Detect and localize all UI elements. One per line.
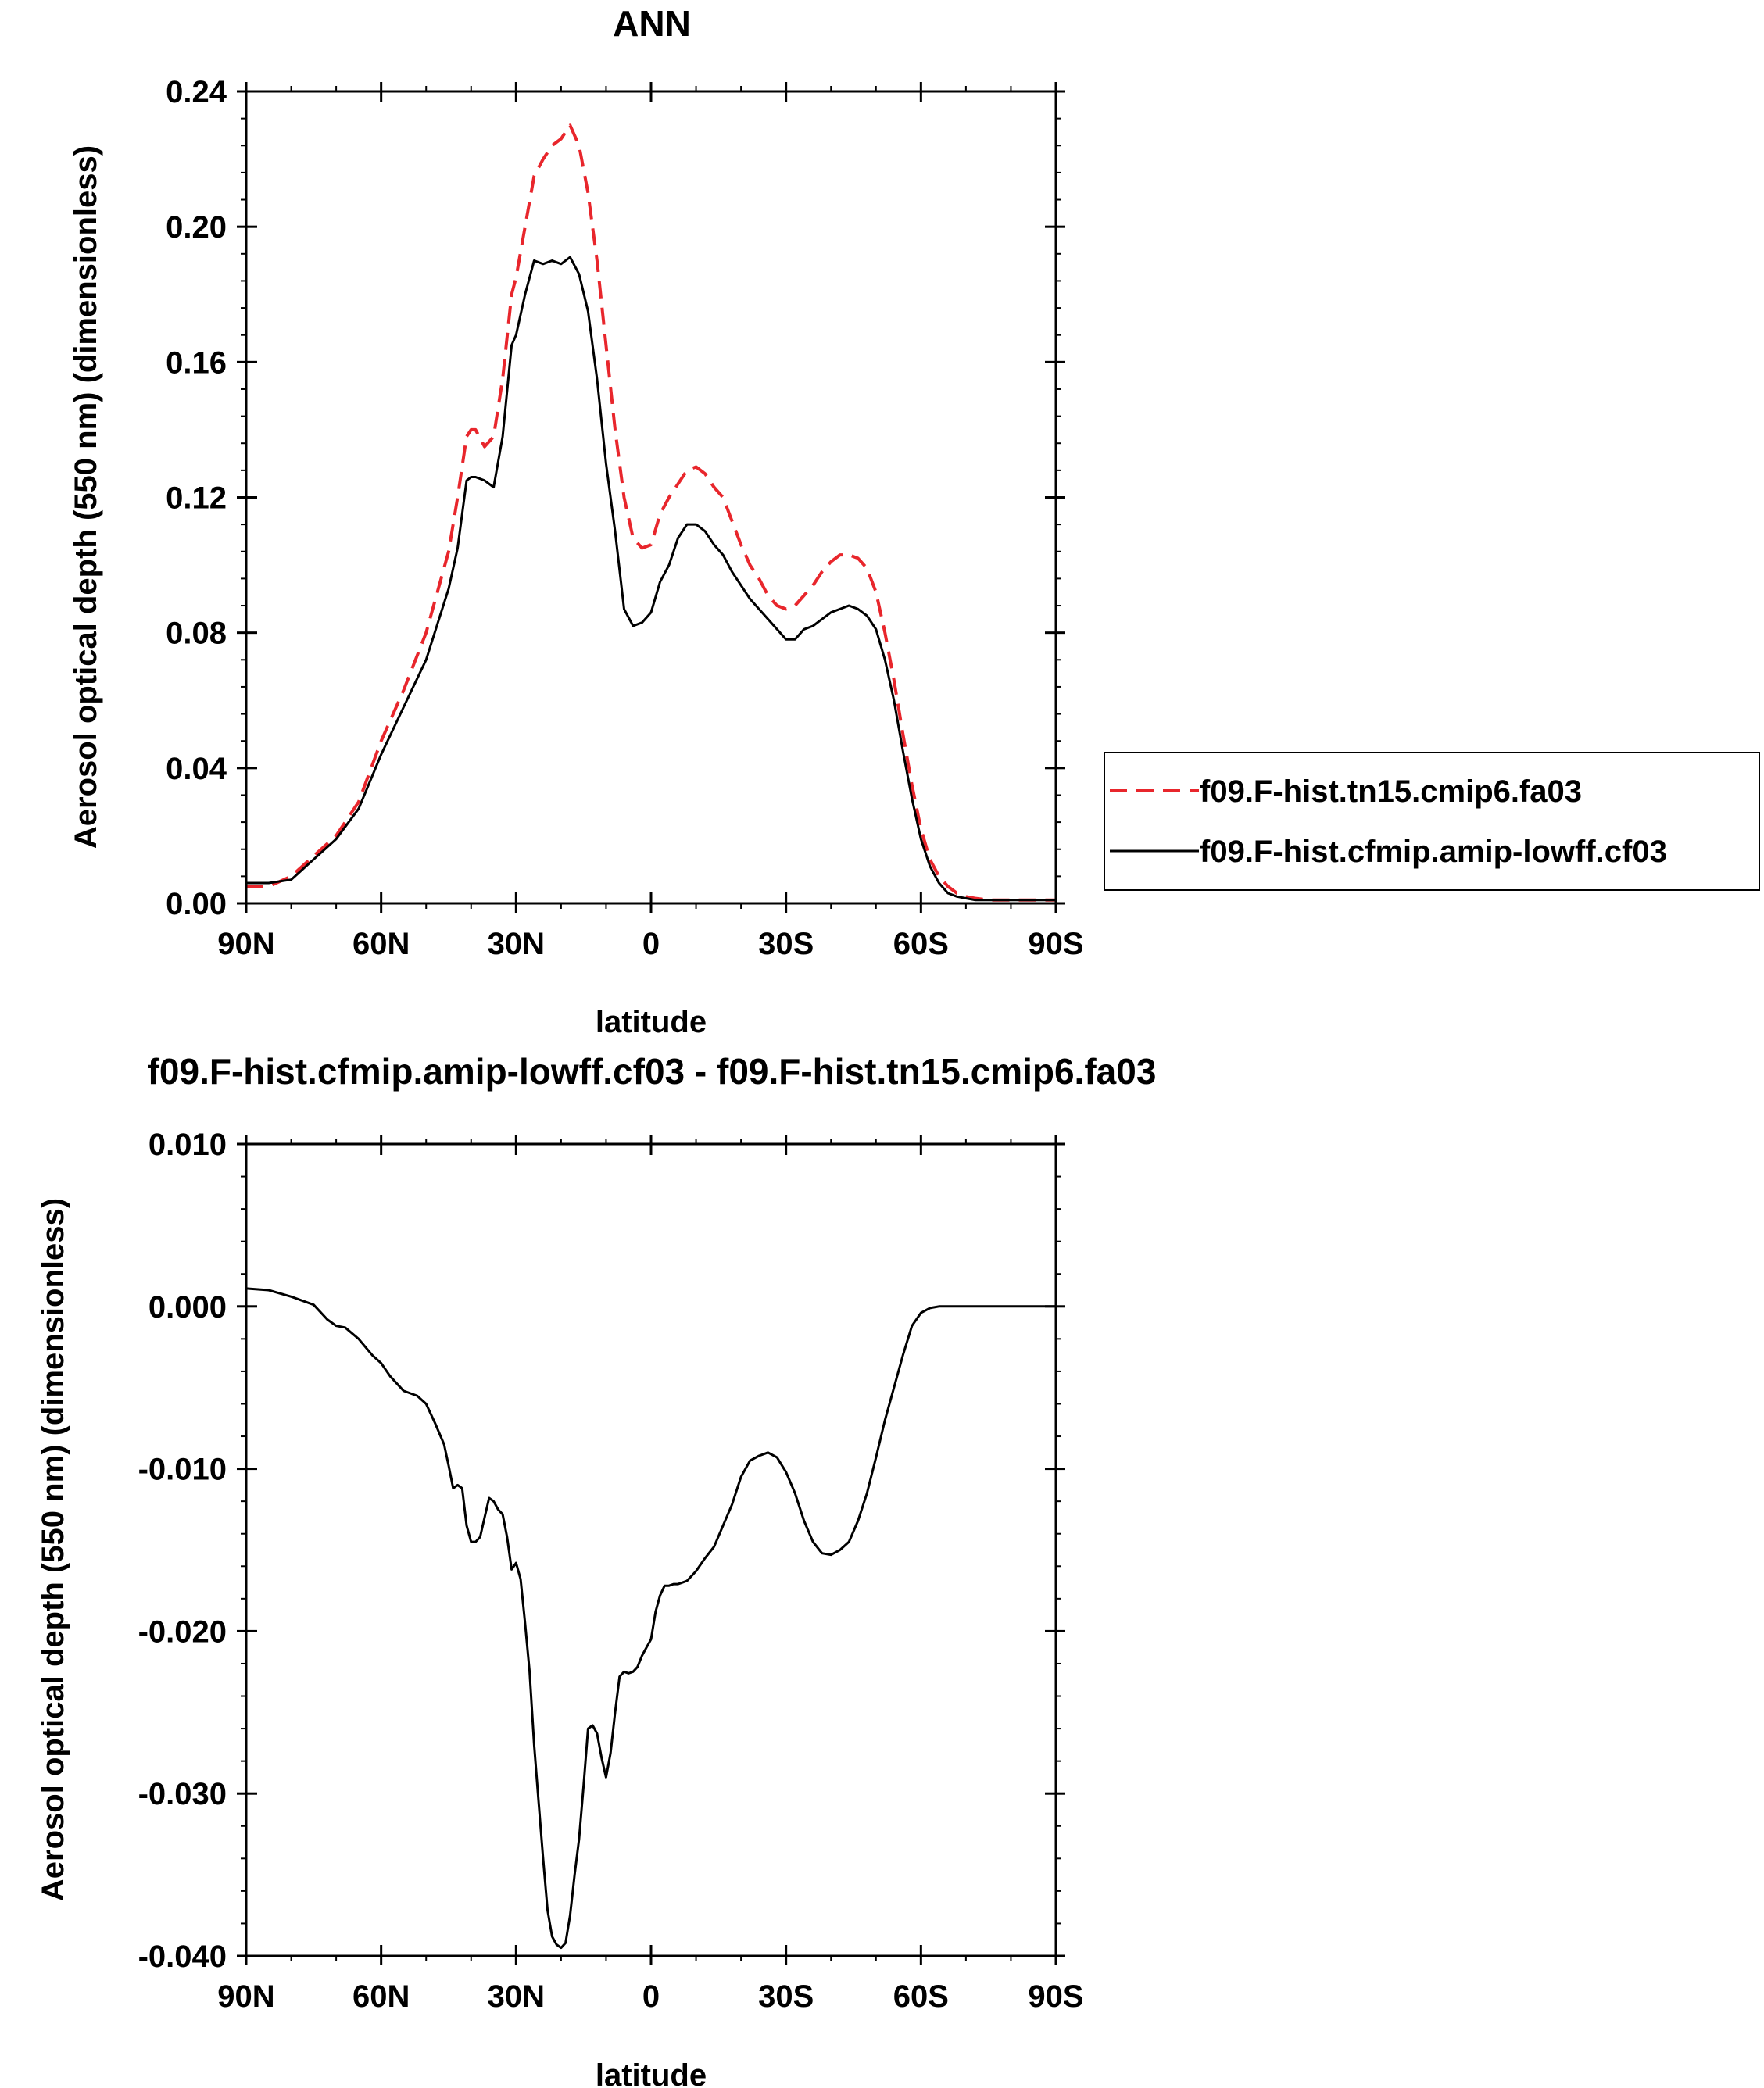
bottom-plot-frame: [245, 1142, 1057, 1958]
top-x-axis-label: latitude: [596, 1005, 707, 1039]
top-y-tick-label: 0.24: [166, 75, 227, 109]
bottom-y-axis-label: Aerosol optical depth (550 nm) (dimensio…: [36, 1198, 70, 1901]
legend-label-cf03: f09.F-hist.cfmip.amip-lowff.cf03: [1200, 835, 1667, 869]
top-y-tick-label: 0.00: [166, 887, 227, 921]
top-x-tick-label: 90S: [1028, 927, 1083, 961]
top-x-tick-label: 60N: [352, 927, 410, 961]
top-y-tick-label: 0.20: [166, 210, 227, 245]
bottom-y-tick-label: 0.010: [148, 1128, 227, 1162]
bottom-x-axis-label: latitude: [596, 2058, 707, 2088]
top-y-tick-label: 0.16: [166, 345, 227, 380]
bottom-chart-title: f09.F-hist.cfmip.amip-lowff.cf03 - f09.F…: [148, 1051, 1157, 1092]
bottom-y-tick-label: -0.020: [138, 1614, 227, 1649]
bottom-plot-data: [245, 1287, 1056, 1950]
bottom-panel: f09.F-hist.cfmip.amip-lowff.cf03 - f09.F…: [36, 1051, 1156, 2088]
legend-label-fa03: f09.F-hist.tn15.cmip6.fa03: [1200, 774, 1582, 809]
bottom-x-tick-label: 0: [642, 1979, 660, 2014]
top-x-tick-label: 60S: [893, 927, 949, 961]
bottom-ticks: 90N 60N 30N 0 30S 60S 90S -0.040 -0.030 -0.020 -0.…: [138, 1128, 1084, 2014]
top-y-tick-label: 0.12: [166, 481, 227, 516]
top-x-tick-label: 0: [642, 927, 660, 961]
bottom-x-tick-label: 60S: [893, 1979, 949, 2014]
top-series-line-1: [246, 256, 1056, 902]
top-x-tick-label: 30N: [488, 927, 545, 961]
top-plot-data: [246, 123, 1056, 902]
bottom-x-tick-label: 90N: [217, 1979, 274, 2014]
top-ticks: 90N 60N 30N 0 30S 60S 90S 0.00 0.04 0.08 0.12 0.16 0…: [166, 75, 1083, 961]
bottom-y-tick-label: -0.010: [138, 1453, 227, 1487]
top-chart-title: ANN: [613, 3, 691, 44]
bottom-x-tick-label: 30N: [488, 1979, 545, 2014]
legend-box: [1104, 752, 1760, 891]
bottom-x-tick-label: 90S: [1028, 1979, 1083, 2014]
bottom-x-tick-label: 30S: [758, 1979, 814, 2014]
bottom-series-line-0: [245, 1287, 1056, 1950]
top-y-axis-label: Aerosol optical depth (550 nm) (dimensio…: [69, 145, 103, 849]
top-y-tick-label: 0.04: [166, 752, 227, 786]
top-y-tick-label: 0.08: [166, 617, 227, 651]
bottom-y-tick-label: 0.000: [148, 1290, 227, 1325]
bottom-y-tick-label: -0.030: [138, 1777, 227, 1811]
bottom-y-tick-label: -0.040: [138, 1940, 227, 1974]
top-panel: ANN 90N 60N 30N 0 30S 60S 90S 0.00 0.04 0.08 0.12 0…: [69, 3, 1760, 1039]
top-x-tick-label: 30S: [758, 927, 814, 961]
top-series-line-0: [246, 123, 1056, 902]
top-x-tick-label: 90N: [217, 927, 274, 961]
legend: f09.F-hist.tn15.cmip6.fa03 f09.F-hist.cf…: [1104, 752, 1760, 891]
bottom-x-tick-label: 60N: [352, 1979, 410, 2014]
